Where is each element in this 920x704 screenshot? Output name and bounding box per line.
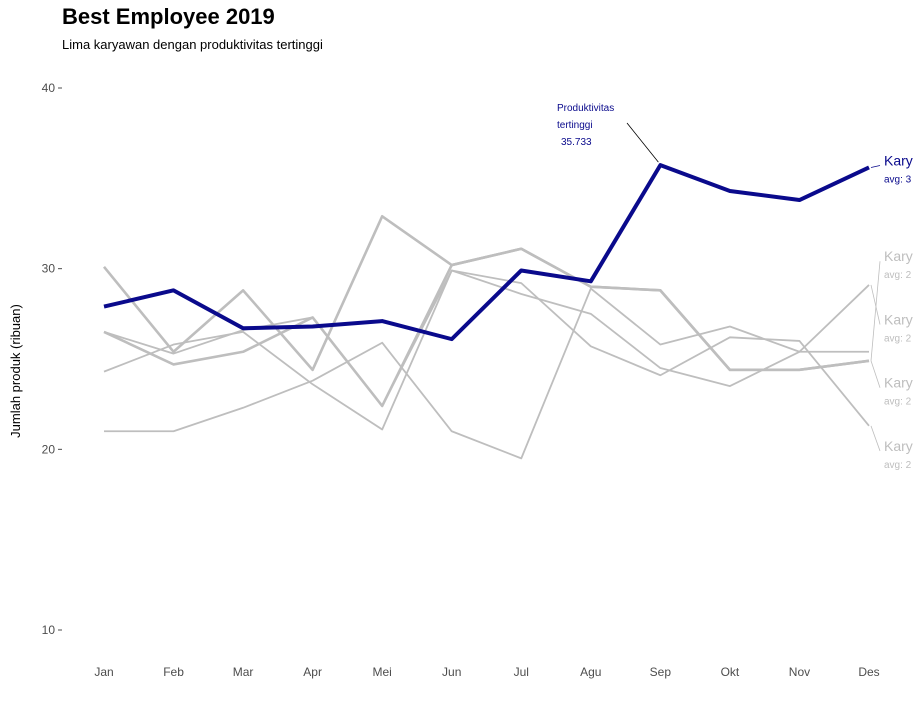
x-tick-label: Sep xyxy=(650,665,672,679)
x-tick-label: Jul xyxy=(514,665,529,679)
x-tick-label: Okt xyxy=(721,665,740,679)
y-tick-label: 20 xyxy=(42,442,56,456)
annotation-leader-line xyxy=(626,122,659,163)
end-label-name: Kary xyxy=(884,311,913,327)
y-axis-label: Jumlah produk (ribuan) xyxy=(8,304,23,438)
series-line-other xyxy=(102,214,870,372)
annotation-line1: Produktivitas xyxy=(557,103,614,114)
x-tick-label: Des xyxy=(858,665,879,679)
end-label-avg: avg: 2 xyxy=(884,270,912,281)
y-tick-label: 10 xyxy=(42,623,56,637)
y-tick-label: 30 xyxy=(42,262,56,276)
x-tick-label: Agu xyxy=(580,665,601,679)
annotation-line2: tertinggi xyxy=(557,120,593,131)
end-label-name: Kary xyxy=(884,152,913,168)
series-line-other xyxy=(103,269,870,427)
end-label-connector xyxy=(870,360,881,388)
end-label-avg: avg: 2 xyxy=(884,460,912,471)
end-label-connector xyxy=(870,165,881,168)
x-tick-label: Apr xyxy=(303,665,322,679)
end-label-name: Kary xyxy=(884,375,913,391)
chart-title: Best Employee 2019 xyxy=(62,4,275,29)
series-line-other xyxy=(103,269,870,431)
end-label-avg: avg: 3 xyxy=(884,174,912,185)
end-label-avg: avg: 2 xyxy=(884,397,912,408)
x-tick-label: Mar xyxy=(233,665,254,679)
series-line-other xyxy=(104,287,869,460)
x-tick-label: Nov xyxy=(789,665,810,679)
y-tick-label: 40 xyxy=(42,81,56,95)
annotation-value: 35.733 xyxy=(561,137,592,148)
x-tick-label: Feb xyxy=(163,665,184,679)
end-label-connector xyxy=(870,261,881,361)
x-tick-label: Jan xyxy=(94,665,113,679)
x-tick-label: Mei xyxy=(373,665,392,679)
end-label-name: Kary xyxy=(884,438,913,454)
end-label-avg: avg: 2 xyxy=(884,333,912,344)
chart-subtitle: Lima karyawan dengan produktivitas terti… xyxy=(62,37,323,52)
series-line-highlight xyxy=(103,163,870,342)
x-tick-label: Jun xyxy=(442,665,461,679)
end-label-connector xyxy=(870,425,881,452)
end-label-name: Kary xyxy=(884,248,913,264)
end-label-connector xyxy=(870,284,881,325)
series-line-other xyxy=(103,247,870,408)
